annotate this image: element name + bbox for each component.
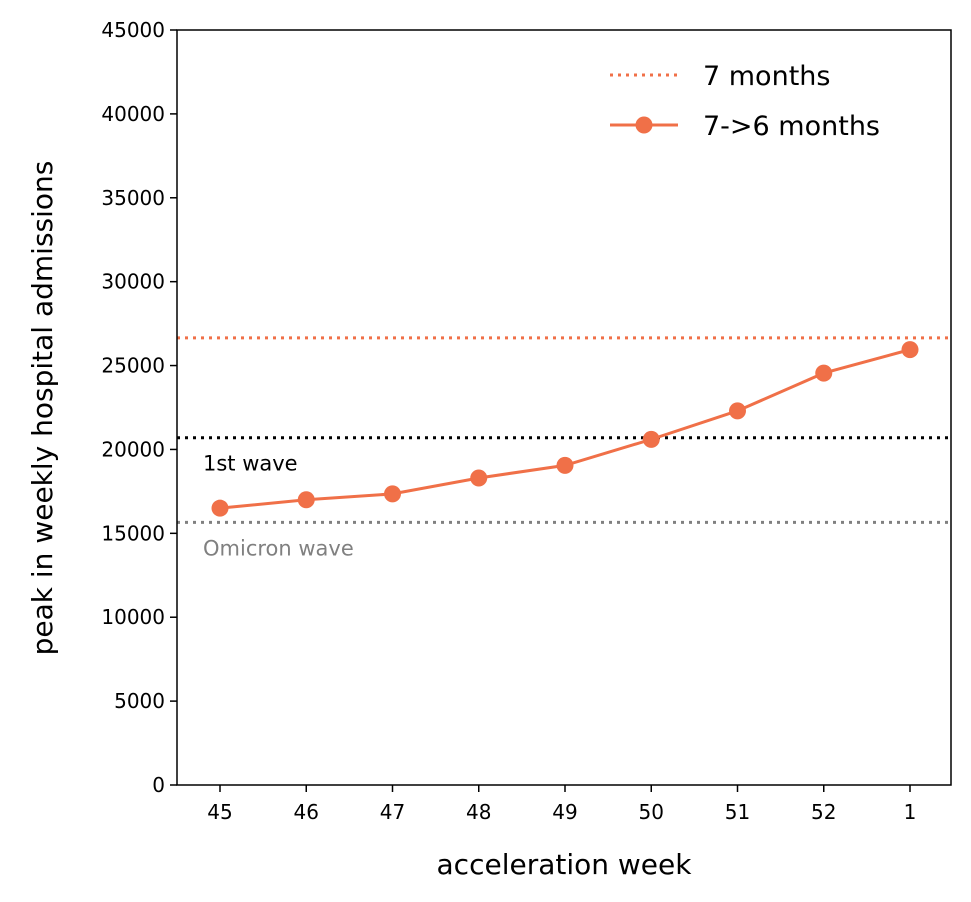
data-point-48	[470, 469, 488, 487]
x-tick-label-51: 51	[725, 800, 750, 824]
y-tick-label-45000: 45000	[101, 18, 165, 42]
y-tick-label-35000: 35000	[101, 186, 165, 210]
data-point-51	[729, 402, 746, 420]
x-tick-label-46: 46	[294, 800, 319, 824]
y-axis-title: peak in weekly hospital admissions	[26, 161, 59, 656]
x-tick-label-49: 49	[552, 800, 577, 824]
y-tick-label-5000: 5000	[114, 689, 165, 713]
data-point-52	[815, 364, 833, 382]
x-tick-label-50: 50	[639, 800, 664, 824]
y-tick-label-25000: 25000	[101, 354, 165, 378]
x-tick-label-45: 45	[207, 800, 232, 824]
legend-label-1: 7 months	[703, 61, 830, 92]
x-tick-label-1: 1	[904, 800, 917, 824]
plot-frame	[176, 29, 952, 786]
x-tick-label-47: 47	[380, 800, 405, 824]
y-tick-label-0: 0	[152, 773, 165, 797]
y-tick-label-15000: 15000	[101, 521, 165, 545]
x-axis-ticks: 45 46 47 48 49 50 51 52 1	[207, 785, 916, 824]
data-point-46	[297, 491, 315, 509]
y-tick-label-40000: 40000	[101, 102, 165, 126]
legend-marker-2	[635, 116, 653, 134]
x-tick-label-48: 48	[466, 800, 491, 824]
x-tick-label-52: 52	[811, 800, 836, 824]
reference-lines	[177, 336, 951, 524]
legend: 7 months 7->6 months	[610, 61, 880, 142]
y-axis-ticks: 0 5000 10000 15000 20000 25000 30000 35000 40000…	[101, 18, 177, 797]
legend-label-2: 7->6 months	[703, 111, 880, 142]
y-axis-title-group: peak in weekly hospital admissions	[26, 161, 59, 656]
data-point-47	[384, 485, 401, 503]
data-point-1	[901, 341, 919, 359]
y-tick-label-10000: 10000	[101, 605, 165, 629]
annotation-2: Omicron wave	[203, 536, 354, 560]
annotations: 1st wave Omicron wave	[203, 452, 354, 561]
y-tick-label-20000: 20000	[101, 437, 165, 461]
annotation-1: 1st wave	[203, 452, 298, 476]
data-point-50	[642, 430, 660, 448]
data-point-49	[556, 456, 574, 474]
data-point-45	[211, 499, 229, 517]
series-layer	[211, 341, 919, 517]
x-axis-title: acceleration week	[437, 848, 693, 881]
series-line-1	[219, 348, 911, 510]
y-tick-label-30000: 30000	[101, 270, 165, 294]
